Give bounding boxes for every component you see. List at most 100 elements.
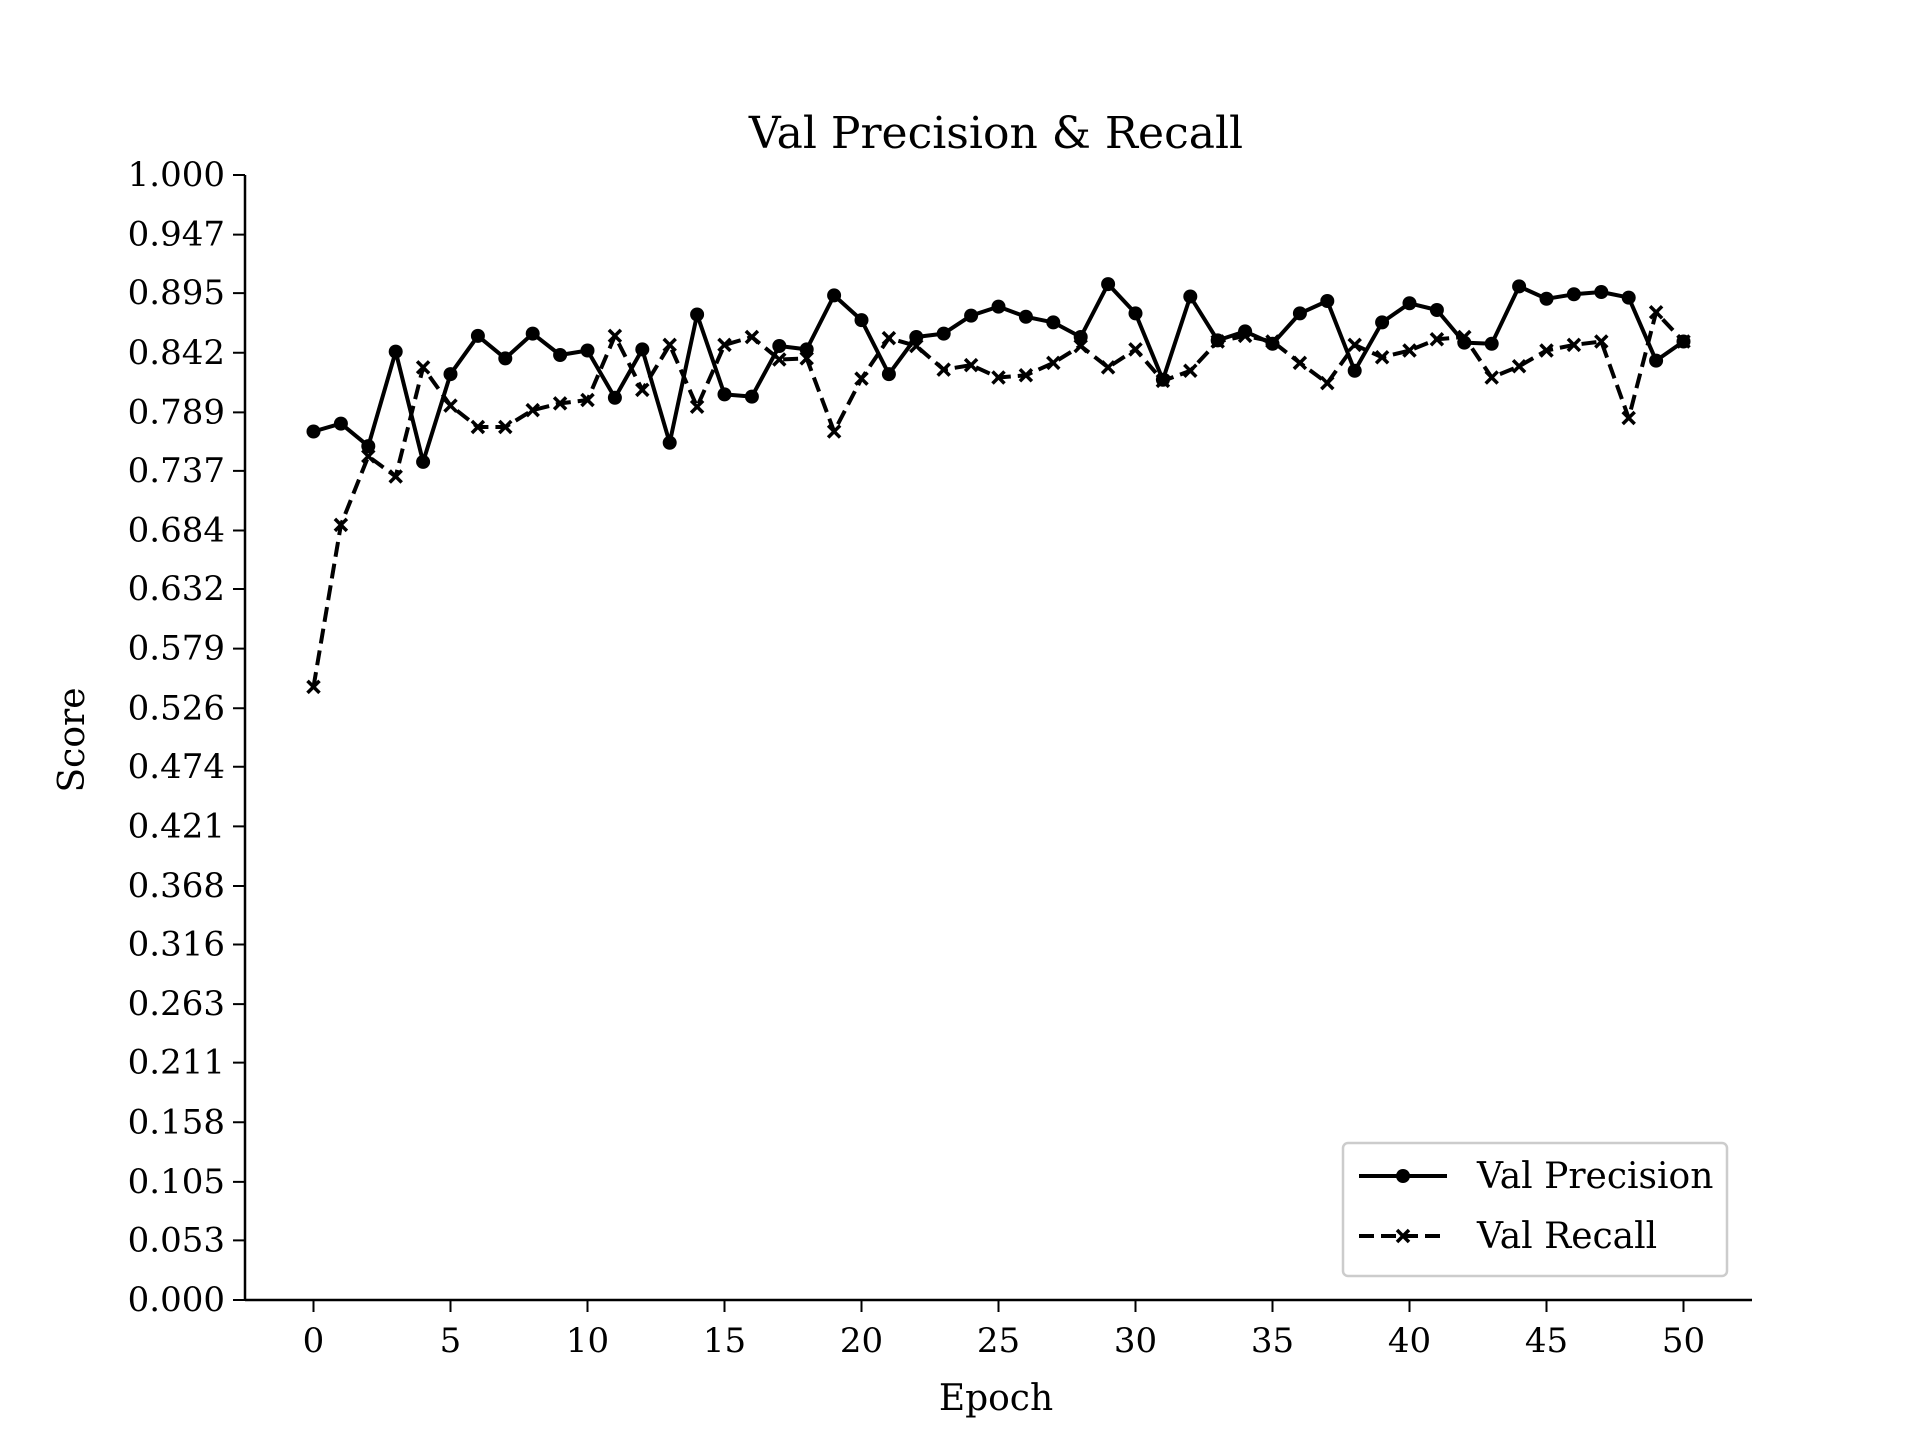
marker-stroke — [1676, 334, 1691, 349]
data-point — [1046, 355, 1061, 371]
data-point — [799, 351, 814, 366]
data-point — [744, 389, 759, 404]
data-point — [689, 399, 705, 414]
marker-stroke — [854, 371, 869, 386]
data-point — [1539, 291, 1554, 306]
y-tick-label: 0.737 — [128, 451, 225, 491]
data-point — [963, 357, 979, 373]
data-point — [991, 299, 1006, 314]
data-point — [1210, 334, 1225, 349]
legend-item: Val Recall — [1359, 1216, 1657, 1257]
data-point — [552, 396, 568, 411]
marker-stroke — [1265, 334, 1280, 349]
x-tick-label: 50 — [1662, 1321, 1705, 1361]
marker-stroke — [498, 419, 513, 435]
marker-stroke — [772, 352, 787, 367]
data-point — [1566, 337, 1582, 353]
data-point — [388, 344, 403, 359]
marker-stroke — [1566, 337, 1582, 353]
data-point — [415, 360, 431, 375]
data-point — [881, 367, 896, 382]
data-point — [1429, 303, 1444, 317]
data-point — [1183, 289, 1198, 304]
data-point — [443, 367, 458, 382]
data-point — [662, 435, 677, 450]
series-layer — [306, 277, 1691, 695]
y-tick-label: 0.053 — [128, 1220, 225, 1260]
data-point — [635, 342, 650, 357]
marker-stroke — [1183, 363, 1198, 378]
data-point — [1594, 334, 1609, 349]
marker-stroke — [1539, 343, 1554, 358]
marker-stroke — [635, 382, 650, 398]
y-tick-label: 0.684 — [128, 511, 225, 551]
data-point — [1292, 306, 1307, 321]
y-tick-label: 0.474 — [128, 747, 225, 787]
data-point — [1347, 337, 1362, 353]
data-point — [635, 382, 650, 398]
marker-stroke — [1155, 373, 1171, 389]
data-point — [416, 454, 431, 469]
y-tick-label: 0.895 — [128, 273, 225, 313]
x-tick-label: 25 — [977, 1321, 1020, 1361]
marker-stroke — [1457, 329, 1472, 345]
data-point — [607, 328, 623, 344]
data-point — [361, 439, 376, 454]
x-tick-label: 30 — [1114, 1321, 1157, 1361]
marker-stroke — [361, 449, 376, 464]
data-point — [1320, 375, 1335, 391]
data-point — [1018, 309, 1033, 324]
y-tick-label: 1.000 — [128, 155, 225, 195]
data-point — [1621, 290, 1636, 305]
data-point — [772, 352, 787, 367]
y-tick-label: 0.947 — [128, 215, 225, 255]
data-point — [1402, 343, 1417, 358]
marker-stroke — [936, 362, 951, 377]
data-point — [1155, 373, 1171, 389]
marker-stroke — [1429, 332, 1445, 347]
data-point — [964, 308, 979, 323]
y-tick-label: 0.000 — [128, 1280, 225, 1320]
y-tick-label: 0.632 — [128, 569, 225, 609]
marker-stroke — [1237, 328, 1253, 344]
marker-stroke — [909, 338, 924, 354]
legend-item: Val Precision — [1359, 1156, 1713, 1197]
data-point — [1101, 277, 1116, 292]
series-val-recall — [306, 305, 1691, 695]
x-tick-label: 5 — [440, 1321, 462, 1361]
data-point — [881, 330, 897, 346]
data-point — [1512, 279, 1527, 294]
data-point — [361, 449, 376, 464]
data-point — [772, 339, 787, 353]
data-point — [1375, 315, 1390, 330]
data-point — [1046, 315, 1061, 330]
data-point — [580, 343, 595, 358]
marker-stroke — [1621, 410, 1636, 426]
y-tick-label: 0.263 — [128, 984, 225, 1024]
marker-stroke — [1292, 355, 1308, 371]
data-point — [1402, 296, 1417, 311]
data-point — [306, 679, 321, 695]
data-point — [1073, 338, 1088, 354]
y-tick-label: 0.526 — [128, 688, 225, 728]
marker-stroke — [689, 399, 705, 414]
legend-label: Val Precision — [1476, 1156, 1713, 1197]
marker-stroke — [580, 392, 595, 408]
data-point — [1292, 355, 1308, 371]
marker-stroke — [333, 517, 349, 533]
data-point — [1484, 370, 1499, 385]
data-point — [1018, 368, 1034, 383]
marker-stroke — [1046, 355, 1061, 371]
series-line — [311, 310, 1685, 688]
data-point — [936, 326, 951, 341]
data-point — [470, 419, 486, 435]
data-point — [1429, 332, 1445, 347]
data-point — [1237, 328, 1253, 344]
marker-stroke — [963, 357, 979, 373]
x-tick-label: 0 — [303, 1321, 325, 1361]
marker-stroke — [1018, 368, 1034, 383]
data-point — [498, 419, 513, 435]
marker-stroke — [1374, 350, 1390, 365]
data-point — [1648, 305, 1664, 320]
